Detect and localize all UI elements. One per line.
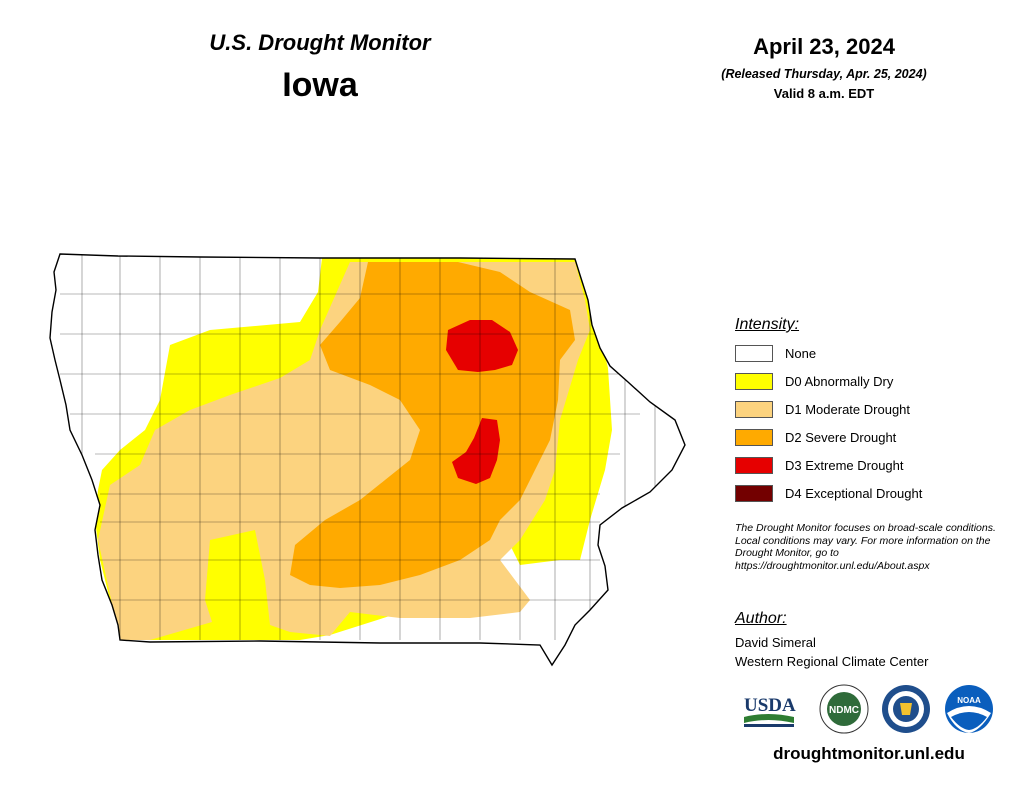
ndmc-logo: NDMC [819, 684, 869, 734]
legend-swatch [735, 344, 773, 362]
svg-text:NDMC: NDMC [829, 705, 859, 716]
svg-text:NOAA: NOAA [957, 696, 981, 705]
legend-title: Intensity: [735, 316, 800, 333]
legend-item-d0: D0 Abnormally Dry [735, 371, 893, 391]
noaa-logo: NOAA [945, 685, 993, 733]
legend-item-d1: D1 Moderate Drought [735, 399, 910, 419]
release-note: (Released Thursday, Apr. 25, 2024) [721, 67, 927, 81]
product-title: U.S. Drought Monitor [209, 30, 431, 55]
legend-label: None [785, 345, 817, 361]
state-name: Iowa [282, 66, 358, 104]
legend-label: D1 Moderate Drought [785, 401, 911, 417]
iowa-drought-map [49, 253, 686, 667]
svg-text:USDA: USDA [744, 695, 796, 716]
map-date: April 23, 2024 [753, 34, 895, 59]
drought-regions [50, 254, 685, 665]
valid-time: Valid 8 a.m. EDT [773, 86, 875, 101]
legend-label: D0 Abnormally Dry [785, 373, 894, 389]
legend-swatch [735, 484, 773, 502]
legend-item-d3: D3 Extreme Drought [735, 455, 904, 475]
legend-label: D2 Severe Drought [785, 429, 897, 445]
legend-swatch [735, 456, 773, 474]
region-d3-extreme-drought-central [452, 418, 500, 484]
usda-logo: USDA [744, 695, 796, 727]
legend-label: D3 Extreme Drought [785, 457, 904, 473]
author-title: Author: [735, 610, 787, 627]
legend-label: D4 Exceptional Drought [785, 485, 923, 501]
legend-item-d2: D2 Severe Drought [735, 427, 896, 447]
iowa-state-outline [49, 253, 686, 667]
legend-item-d4: D4 Exceptional Drought [735, 483, 922, 503]
region-d3-extreme-drought-north [446, 320, 518, 372]
partner-logos: USDA NDMC NOAA [744, 684, 993, 734]
author-organization: Western Regional Climate Center [735, 654, 929, 669]
legend-swatch [735, 400, 773, 418]
author-name: David Simeral [735, 635, 816, 650]
legend-swatch [735, 372, 773, 390]
site-url[interactable]: droughtmonitor.unl.edu [773, 744, 965, 763]
legend-swatch [735, 428, 773, 446]
disclaimer-text: The Drought Monitor focuses on broad-sca… [735, 522, 996, 572]
dept-of-commerce-seal-icon [882, 685, 930, 733]
legend-item-none: None [735, 343, 816, 363]
county-lines [60, 254, 656, 640]
